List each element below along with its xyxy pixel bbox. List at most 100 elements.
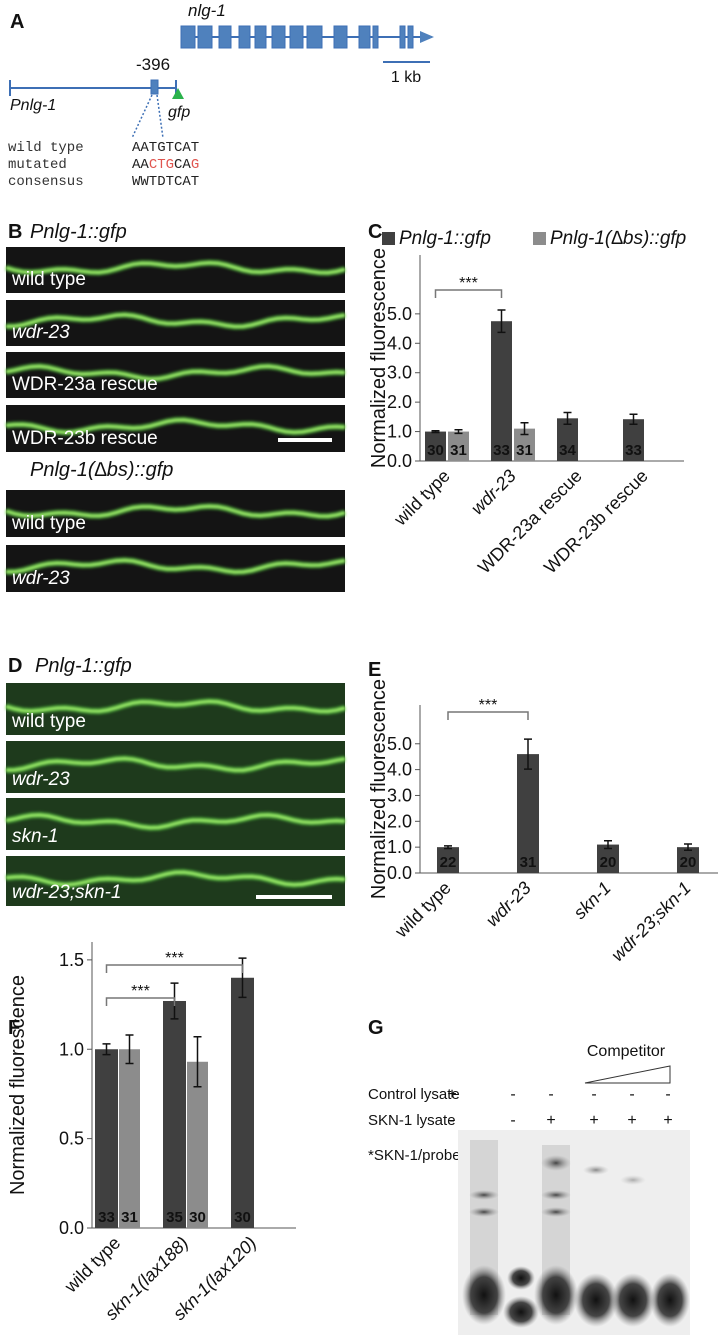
panel-label: D xyxy=(8,655,22,677)
y-axis-label: Normalized fluorescence xyxy=(368,248,390,468)
image-label: skn-1 xyxy=(12,826,58,847)
y-tick-label: 0.0 xyxy=(387,451,412,471)
y-tick-label: 2.0 xyxy=(387,392,412,412)
competitor-wedge xyxy=(584,1065,671,1084)
sequence-name: mutated xyxy=(8,157,67,173)
bar xyxy=(597,844,619,873)
error-bar xyxy=(629,413,638,425)
fiber xyxy=(5,813,346,830)
panel-label: F xyxy=(8,1017,20,1039)
significance-label: *** xyxy=(459,275,478,292)
lane-mark: + xyxy=(589,1112,598,1129)
y-tick-label: 1.0 xyxy=(387,422,412,442)
n-label: 20 xyxy=(680,854,697,871)
x-tick-label: skn-1 xyxy=(570,878,615,923)
significance-label: *** xyxy=(131,983,150,1000)
n-label: 33 xyxy=(493,442,510,459)
panel-label: G xyxy=(368,1017,384,1039)
y-tick-label: 1.0 xyxy=(387,837,412,857)
lane-mark: + xyxy=(627,1112,636,1129)
y-tick-label: 3.0 xyxy=(387,785,412,805)
scale-label: 1 kb xyxy=(391,69,421,86)
n-label: 30 xyxy=(427,442,444,459)
panel-label: A xyxy=(10,11,24,33)
image-label: wdr-23;skn-1 xyxy=(12,882,121,903)
panel-label: E xyxy=(368,659,381,681)
n-label: 31 xyxy=(450,442,467,459)
bar xyxy=(448,431,469,461)
error-bar xyxy=(454,429,463,435)
bar xyxy=(187,1061,208,1228)
lane-mark: - xyxy=(510,1086,515,1103)
significance-label: *** xyxy=(479,697,498,714)
x-tick-label: wild type xyxy=(390,878,454,942)
fiber xyxy=(5,261,346,275)
sequence: AATGTCAT xyxy=(132,140,199,156)
panel-label: C xyxy=(368,221,382,243)
gene-model xyxy=(180,25,434,63)
x-tick-label: wild type xyxy=(60,1233,124,1297)
x-tick-label: wild type xyxy=(389,466,453,530)
lane-mark: - xyxy=(591,1086,596,1103)
bar xyxy=(491,321,512,461)
sequence-part: G xyxy=(191,157,199,173)
y-tick-label: 4.0 xyxy=(387,760,412,780)
lane-mark: - xyxy=(629,1086,634,1103)
legend-label: Pnlg-1::gfp xyxy=(399,228,491,249)
significance-bracket xyxy=(447,711,529,720)
y-tick-label: 0.5 xyxy=(59,1129,84,1149)
n-label: 31 xyxy=(121,1209,138,1226)
x-tick-label: wdr-23 xyxy=(482,878,535,931)
y-tick-label: 3.0 xyxy=(387,363,412,383)
y-tick-label: 0.0 xyxy=(59,1218,84,1238)
error-bar xyxy=(563,411,572,425)
gel xyxy=(458,1130,690,1335)
bar xyxy=(437,847,459,873)
bar xyxy=(425,431,446,461)
promoter xyxy=(9,79,177,139)
y-tick-label: 4.0 xyxy=(387,333,412,353)
position: -396 xyxy=(136,55,170,74)
n-label: 20 xyxy=(600,854,617,871)
image-label: wdr-23 xyxy=(12,769,70,790)
sequence: WWTDTCAT xyxy=(132,174,199,190)
fiber xyxy=(5,504,346,518)
legend-swatch xyxy=(533,232,546,245)
y-axis-label: Normalized fluorescence xyxy=(7,975,29,1195)
lane-mark: - xyxy=(548,1086,553,1103)
gene-name: nlg-1 xyxy=(188,1,226,20)
error-bar xyxy=(125,1034,134,1065)
image-label: wdr-23 xyxy=(12,322,70,343)
panel-title: Pnlg-1::gfp xyxy=(30,221,127,243)
y-tick-label: 0.0 xyxy=(387,863,412,883)
fiber xyxy=(5,699,346,713)
n-label: 31 xyxy=(520,854,537,871)
y-tick-label: 1.0 xyxy=(59,1039,84,1059)
n-label: 33 xyxy=(625,442,642,459)
x-tick-label: wdr-23 xyxy=(467,466,520,519)
x-tick-label: wdr-23;skn-1 xyxy=(607,878,694,965)
fiber xyxy=(5,756,346,772)
n-label: 35 xyxy=(166,1209,183,1226)
bar xyxy=(557,418,578,461)
fiber xyxy=(5,558,346,574)
bar xyxy=(517,754,539,873)
significance-bracket xyxy=(105,964,244,973)
sequence-part: WWTDTCAT xyxy=(132,174,199,190)
image-label: wdr-23 xyxy=(12,568,70,589)
bar xyxy=(163,1000,186,1228)
legend-label: Pnlg-1(∆bs)::gfp xyxy=(550,228,686,249)
significance-label: *** xyxy=(165,950,184,967)
competitor-label: Competitor xyxy=(587,1043,666,1060)
panel-title: Pnlg-1(∆bs)::gfp xyxy=(30,459,173,481)
promoter-name: Pnlg-1 xyxy=(10,97,56,114)
row-label: Control lysate xyxy=(368,1086,460,1103)
sequence-part: AATGTCAT xyxy=(132,140,199,156)
fiber xyxy=(5,870,346,887)
legend-swatch xyxy=(382,232,395,245)
significance-bracket xyxy=(105,997,176,1006)
n-label: 31 xyxy=(516,442,533,459)
reporter-name: gfp xyxy=(168,104,190,121)
